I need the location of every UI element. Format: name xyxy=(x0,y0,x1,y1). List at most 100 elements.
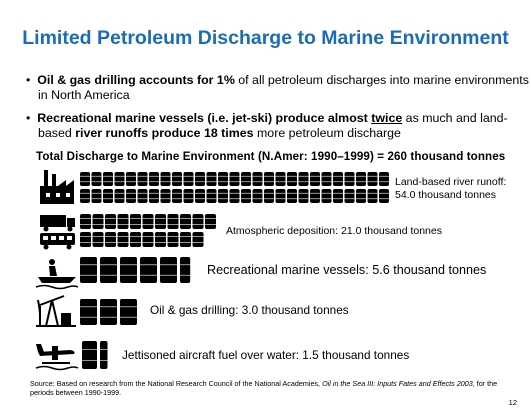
barrel xyxy=(80,232,91,247)
barrel-group xyxy=(80,257,191,283)
barrel xyxy=(356,172,366,186)
barrel xyxy=(137,172,148,186)
barrel xyxy=(140,257,157,283)
factory-icon xyxy=(40,170,74,204)
jetski-icon xyxy=(35,259,79,290)
barrel xyxy=(105,232,116,247)
barrel xyxy=(356,189,366,203)
barrel xyxy=(80,214,91,229)
barrel xyxy=(167,232,179,247)
barrel xyxy=(241,189,251,203)
barrel xyxy=(142,214,154,229)
barrel xyxy=(183,189,194,203)
barrel xyxy=(310,172,320,186)
barrel xyxy=(229,189,240,203)
bullet-text: of all petroleum discharges into marine … xyxy=(38,73,529,102)
barrel xyxy=(321,172,332,186)
barrel xyxy=(333,172,343,186)
barrel xyxy=(180,232,191,247)
bullet-text: Recreational marine vessels (i.e. jet-sk… xyxy=(37,111,372,125)
barrel xyxy=(82,341,97,369)
barrel xyxy=(100,257,117,283)
barrel xyxy=(195,189,205,203)
barrel xyxy=(367,189,378,203)
barrel xyxy=(117,232,129,247)
barrel xyxy=(180,257,191,283)
source-text: , for the periods between 1990-1999. xyxy=(30,379,498,397)
barrel xyxy=(205,214,216,229)
barrel xyxy=(275,172,286,186)
slide-title: Limited Petroleum Discharge to Marine En… xyxy=(22,27,509,49)
barrel xyxy=(287,189,297,203)
barrel xyxy=(344,172,355,186)
barrel xyxy=(167,214,179,229)
barrel xyxy=(155,214,166,229)
barrel xyxy=(287,172,297,186)
barrel xyxy=(117,214,129,229)
barrel xyxy=(92,214,104,229)
barrel xyxy=(80,299,97,325)
barrel xyxy=(114,172,125,186)
barrel xyxy=(218,172,228,186)
source-title: Oil in the Sea III: Inputs Fates and Eff… xyxy=(322,379,473,388)
plane-icon xyxy=(35,344,79,371)
bullet-text: twice xyxy=(371,111,403,125)
barrel xyxy=(149,172,159,186)
page-number: 12 xyxy=(508,398,517,407)
barrel xyxy=(91,172,102,186)
barrel xyxy=(103,172,113,186)
barrel xyxy=(275,189,286,203)
barrel xyxy=(218,189,228,203)
barrel xyxy=(105,214,116,229)
barrel xyxy=(149,189,159,203)
bullet: • Recreational marine vessels (i.e. jet-… xyxy=(26,111,508,140)
barrel xyxy=(120,299,137,325)
barrel xyxy=(120,257,137,283)
bullet-text: Oil & gas drilling accounts for 1% xyxy=(37,73,235,87)
row-label: Atmospheric deposition: 21.0 thousand to… xyxy=(226,225,442,237)
barrel xyxy=(192,214,204,229)
barrel xyxy=(252,189,263,203)
pumpjack-icon xyxy=(36,295,76,327)
barrel xyxy=(183,172,194,186)
barrel xyxy=(137,189,148,203)
barrel-group xyxy=(80,172,389,203)
barrel xyxy=(379,172,389,186)
barrel xyxy=(206,189,217,203)
row-label: Recreational marine vessels: 5.6 thousan… xyxy=(207,263,487,277)
bullet-text: more petroleum discharge xyxy=(253,126,401,140)
barrel xyxy=(80,172,90,186)
barrel xyxy=(100,341,108,369)
barrel xyxy=(264,172,274,186)
barrel xyxy=(160,172,171,186)
barrel xyxy=(114,189,125,203)
barrel xyxy=(142,232,154,247)
barrel xyxy=(130,232,141,247)
barrel xyxy=(92,232,104,247)
barrel xyxy=(367,172,378,186)
row-label: Jettisoned aircraft fuel over water: 1.5… xyxy=(122,348,410,362)
barrel xyxy=(100,299,117,325)
barrel xyxy=(206,172,217,186)
barrel xyxy=(252,172,263,186)
vehicle-icon xyxy=(40,215,75,250)
barrel-group xyxy=(80,214,216,247)
bullet-text: river runoffs produce 18 times xyxy=(75,126,254,140)
barrel xyxy=(160,189,171,203)
barrel xyxy=(91,189,102,203)
bullet-text: as much and land-based xyxy=(38,111,508,140)
barrel xyxy=(160,257,177,283)
barrel xyxy=(298,189,309,203)
barrel xyxy=(310,189,320,203)
barrel-group xyxy=(80,299,137,325)
barrel xyxy=(264,189,274,203)
barrel xyxy=(80,257,97,283)
barrel xyxy=(241,172,251,186)
barrel xyxy=(126,189,136,203)
barrel xyxy=(344,189,355,203)
barrel xyxy=(195,172,205,186)
barrel xyxy=(321,189,332,203)
bullet: • Oil & gas drilling accounts for 1% of … xyxy=(26,73,529,102)
